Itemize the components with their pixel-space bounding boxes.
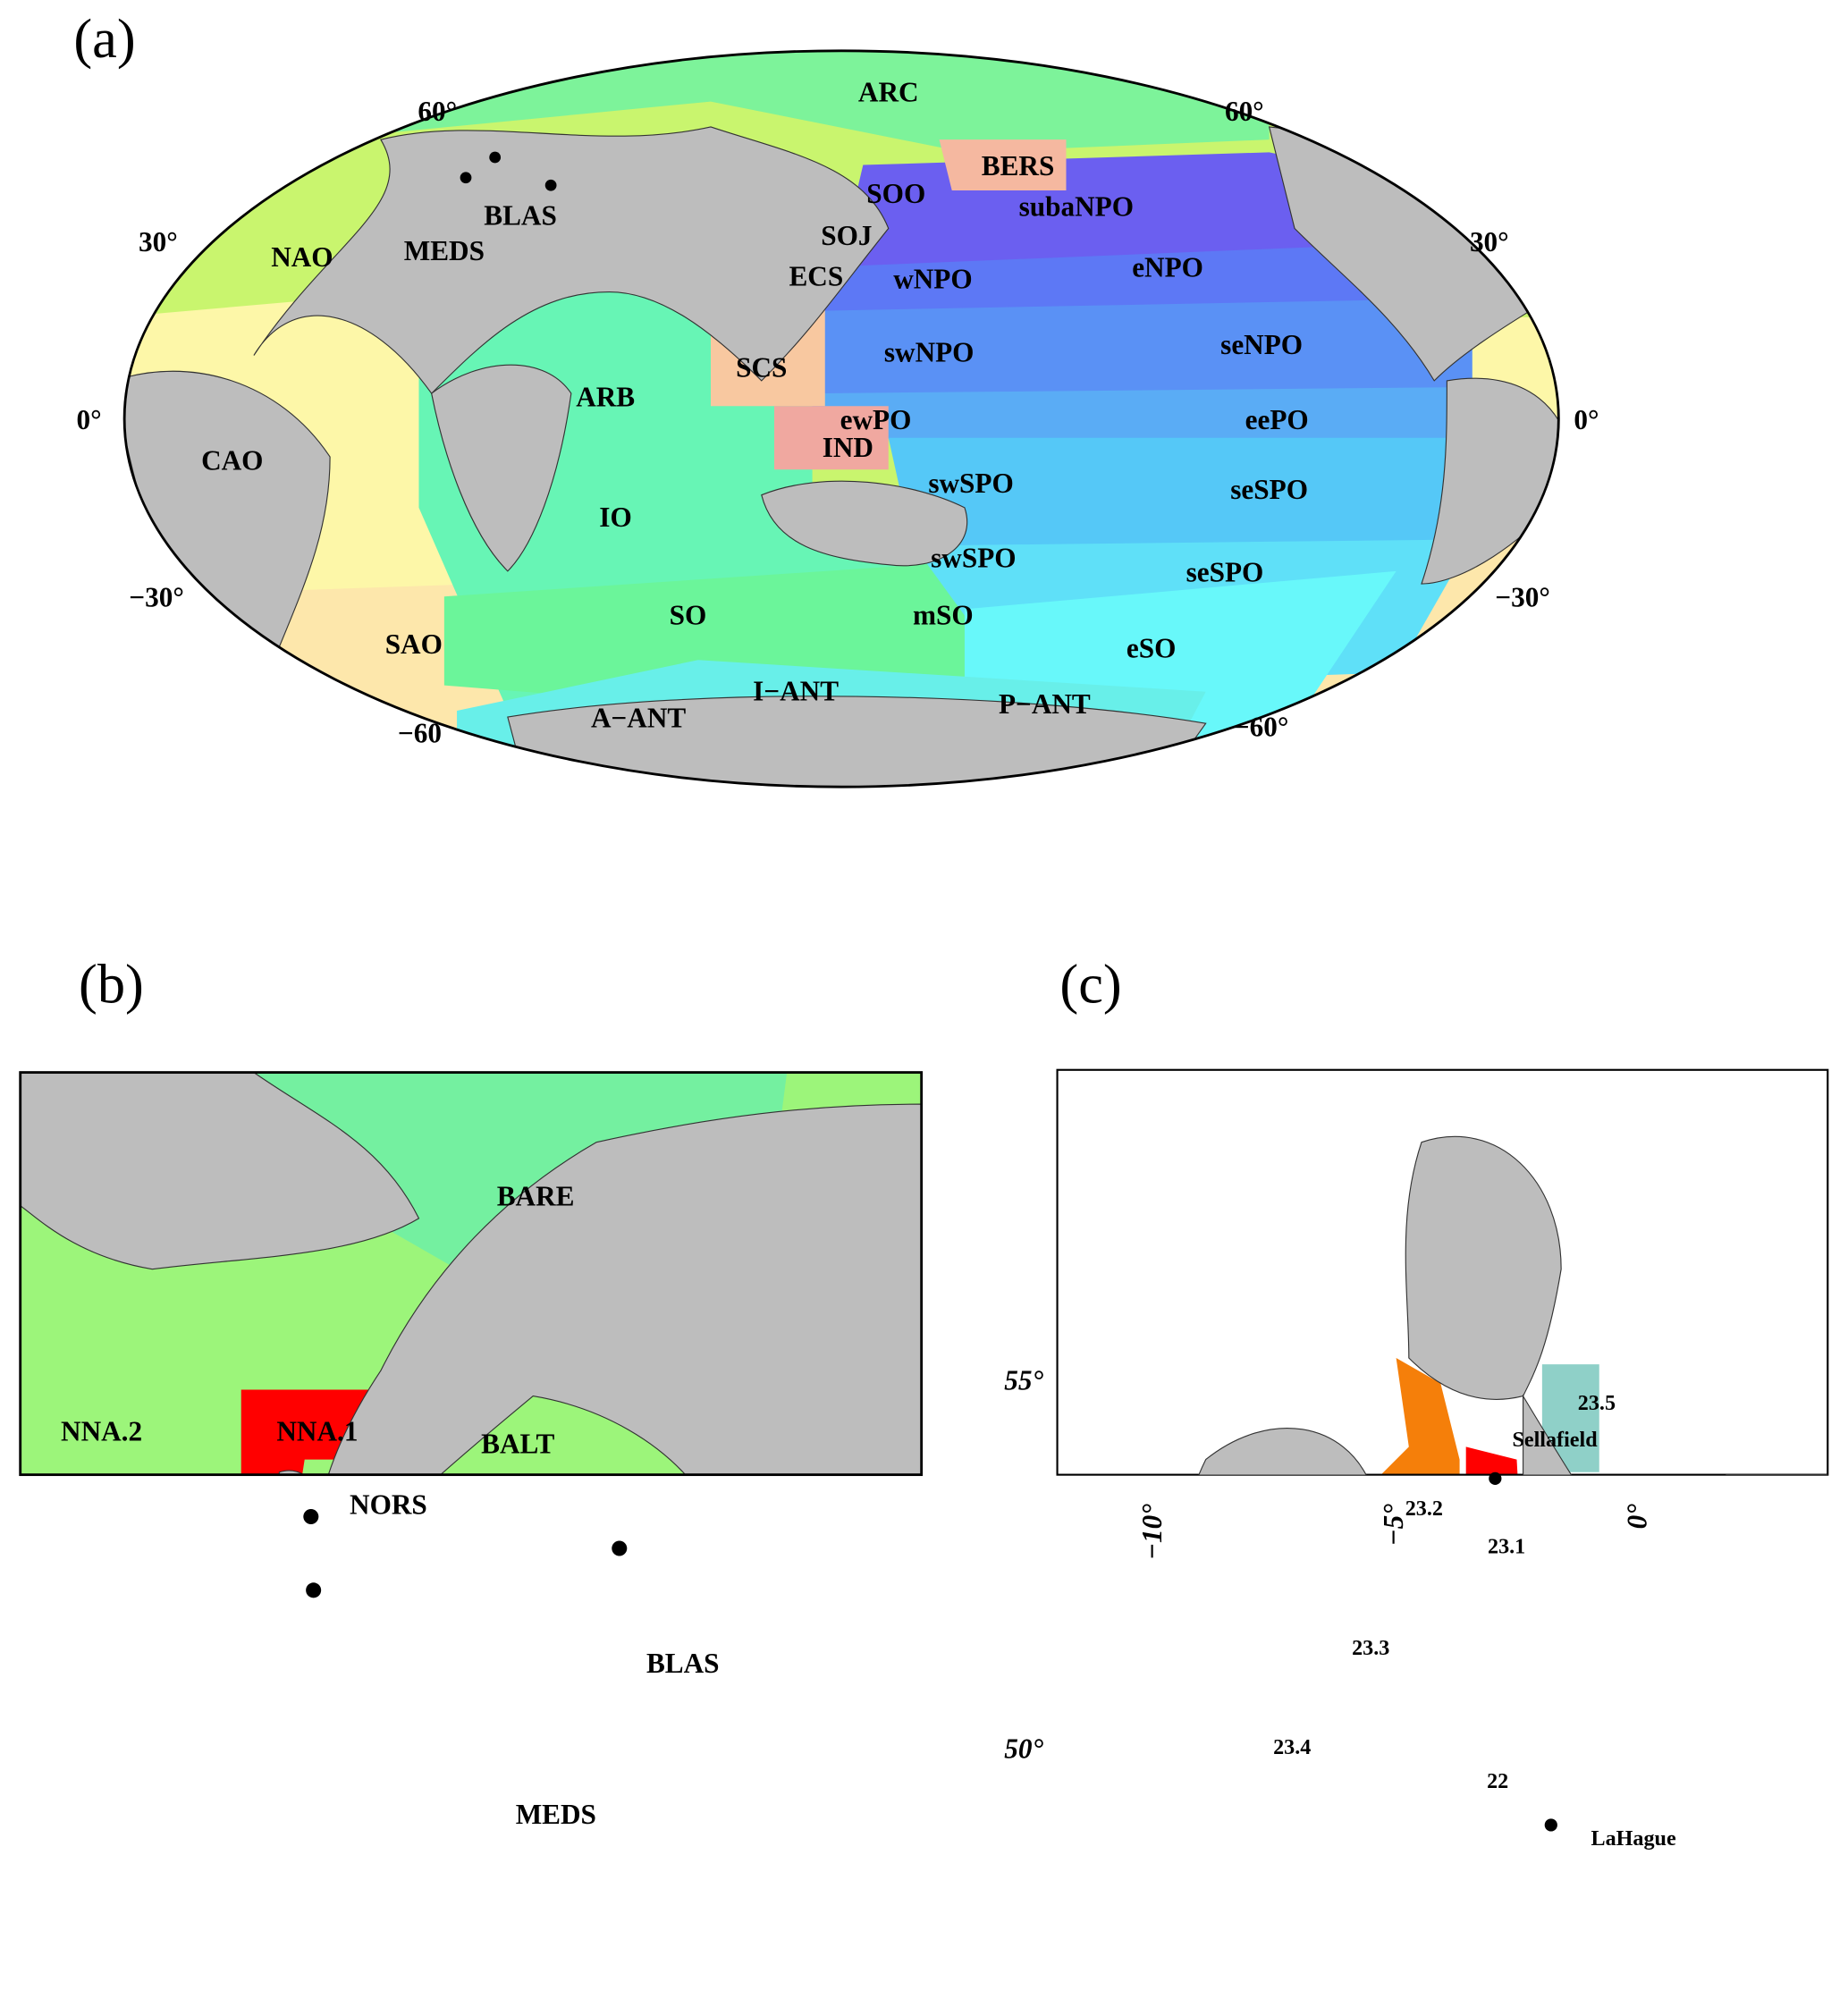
region-label: eePO <box>1245 404 1309 435</box>
site-label: Sellafield <box>1512 1428 1598 1452</box>
region-label: MEDS <box>404 235 485 266</box>
region-label: 22 <box>1487 1769 1508 1793</box>
region-label: eNPO <box>1132 252 1203 283</box>
latitude-label: −60 <box>398 718 442 749</box>
region-label: 23.1 <box>1488 1534 1525 1558</box>
panel-label: (c) <box>1059 953 1121 1016</box>
site-dot <box>544 179 557 191</box>
region-label: SO <box>670 600 707 631</box>
europe-map <box>20 1072 922 1475</box>
region-label: 23.5 <box>1578 1391 1616 1415</box>
region-label: BLAS <box>484 199 557 231</box>
region-label: SOJ <box>821 220 872 251</box>
panel-label: (a) <box>73 7 135 70</box>
region-label: seNPO <box>1220 329 1303 360</box>
region-label: SAO <box>385 628 443 660</box>
region-label: ARC <box>858 77 919 108</box>
region-label: subaNPO <box>1019 190 1134 222</box>
panel-label: (b) <box>79 953 144 1016</box>
region-label: mSO <box>913 600 974 631</box>
region-label: 23.3 <box>1352 1636 1389 1660</box>
site-label: LaHague <box>1591 1826 1675 1851</box>
region-label: ewPO <box>840 404 912 435</box>
region-label: P−ANT <box>999 688 1091 720</box>
region-label: swSPO <box>928 468 1013 499</box>
x-tick-label: −10° <box>1136 1504 1168 1560</box>
latitude-label: 0° <box>76 404 101 435</box>
latitude-label: 60° <box>418 96 457 127</box>
site-dot <box>1544 1818 1557 1832</box>
region-label: BERS <box>982 150 1055 181</box>
site-dot <box>489 151 502 164</box>
site-dot <box>306 1582 322 1598</box>
region-label: seSPO <box>1230 474 1308 505</box>
latitude-label: 30° <box>139 226 178 257</box>
map-frame <box>1056 1068 1829 1476</box>
region-label: IND <box>823 432 873 463</box>
region-label: BLAS <box>646 1648 720 1679</box>
latitude-label: −30° <box>129 582 184 613</box>
region-label: BARE <box>497 1181 575 1212</box>
region-label: IO <box>599 502 631 533</box>
site-dot <box>1489 1471 1502 1485</box>
region-label: eSO <box>1127 632 1177 663</box>
region-label: SCS <box>736 352 787 384</box>
y-tick-label: 50° <box>1004 1733 1043 1764</box>
latitude-label: 0° <box>1574 404 1599 435</box>
site-dot <box>460 172 472 184</box>
region-label: 23.4 <box>1273 1735 1311 1759</box>
region-label: I−ANT <box>753 676 839 707</box>
region-label: NNA.2 <box>61 1415 142 1446</box>
map-frame <box>19 1071 924 1477</box>
latitude-label: 60° <box>1225 96 1264 127</box>
region-label: swSPO <box>931 543 1016 574</box>
y-tick-label: 55° <box>1004 1365 1043 1396</box>
map-frame <box>122 49 1560 788</box>
region-label: A−ANT <box>591 703 686 734</box>
site-dot <box>612 1540 628 1556</box>
region-label: NORS <box>350 1489 427 1521</box>
latitude-label: −60° <box>1234 711 1289 742</box>
region-label: CAO <box>201 444 263 476</box>
region-label: NNA.1 <box>276 1415 358 1446</box>
region-label: ARB <box>576 381 635 412</box>
latitude-label: −30° <box>1495 582 1550 613</box>
x-tick-label: 0° <box>1621 1504 1652 1530</box>
latitude-label: 30° <box>1470 226 1509 257</box>
region-label: MEDS <box>516 1799 596 1830</box>
x-tick-label: −5° <box>1378 1504 1409 1547</box>
region-label: 23.2 <box>1405 1497 1443 1521</box>
region-label: seSPO <box>1186 556 1264 587</box>
region-label: swNPO <box>884 337 975 368</box>
region-label: NAO <box>271 241 333 273</box>
region-label: SOO <box>866 178 925 209</box>
region-label: ECS <box>789 260 843 291</box>
site-dot <box>303 1508 319 1524</box>
region-label: wNPO <box>893 263 972 294</box>
region-label: BALT <box>481 1429 554 1460</box>
